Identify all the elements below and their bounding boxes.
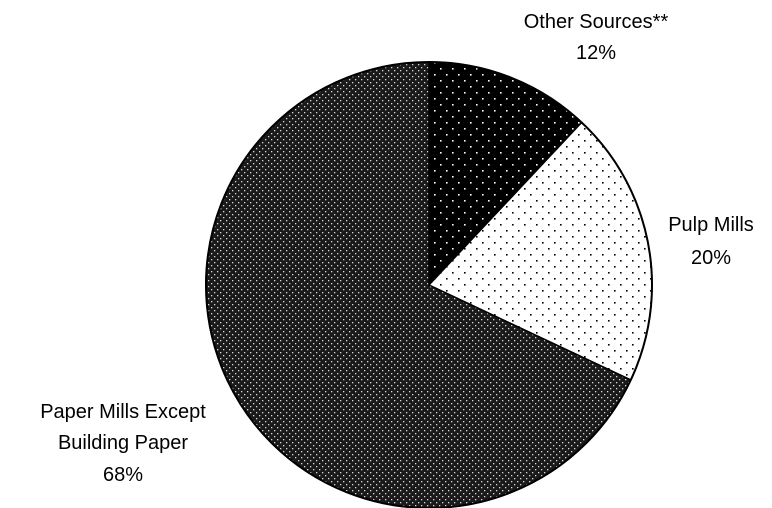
slice-label-other-sources: Other Sources** 12% [524, 11, 669, 64]
slice-label-paper-mills: Paper Mills Except Building Paper 68% [40, 401, 206, 486]
slice-label-pulp-mills: Pulp Mills 20% [668, 214, 754, 269]
slice-label-paper-mills-line1: Paper Mills Except [40, 401, 206, 423]
slice-label-paper-mills-pct: 68% [103, 464, 143, 486]
slice-label-pulp-mills-pct: 20% [691, 247, 731, 269]
slice-label-pulp-mills-name: Pulp Mills [668, 214, 754, 236]
slice-label-other-sources-pct: 12% [576, 42, 616, 64]
pie-outline [205, 61, 653, 508]
slice-label-paper-mills-line2: Building Paper [58, 432, 188, 454]
slice-label-other-sources-name: Other Sources** [524, 11, 669, 33]
